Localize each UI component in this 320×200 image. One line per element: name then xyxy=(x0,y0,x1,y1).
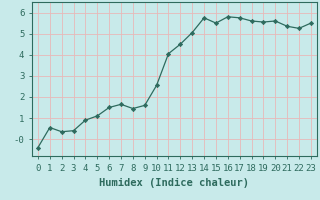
X-axis label: Humidex (Indice chaleur): Humidex (Indice chaleur) xyxy=(100,178,249,188)
